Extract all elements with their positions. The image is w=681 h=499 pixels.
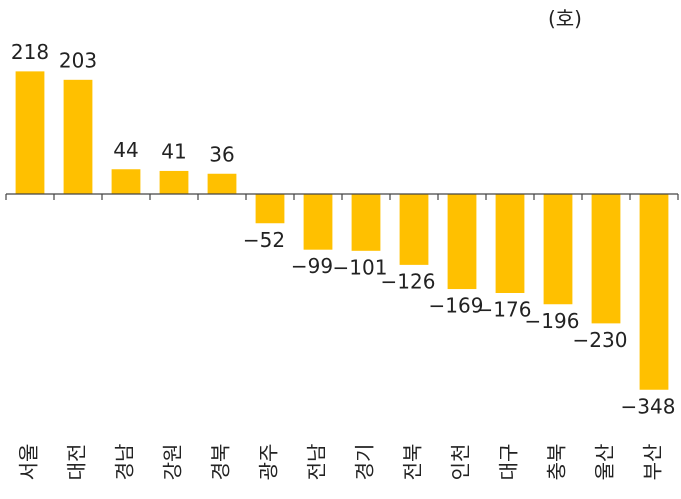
value-label: −126 bbox=[381, 269, 436, 293]
x-tick-label: 경남 bbox=[113, 444, 137, 481]
bar bbox=[159, 170, 189, 194]
bar bbox=[543, 194, 573, 305]
x-tick-label: 강원 bbox=[161, 444, 185, 481]
value-label: −169 bbox=[429, 294, 484, 318]
bar bbox=[15, 71, 45, 194]
bar bbox=[63, 79, 93, 194]
x-tick-label: 부산 bbox=[641, 444, 665, 481]
value-label: −348 bbox=[621, 394, 676, 418]
value-label: 36 bbox=[209, 142, 234, 166]
bar bbox=[399, 194, 429, 265]
value-label: 203 bbox=[59, 48, 97, 72]
x-tick-label: 광주 bbox=[257, 444, 281, 481]
value-label: 218 bbox=[11, 40, 49, 64]
bar bbox=[639, 194, 669, 390]
bar bbox=[351, 194, 381, 251]
value-label: 44 bbox=[113, 138, 138, 162]
value-label: −52 bbox=[243, 228, 285, 252]
value-label: −196 bbox=[525, 309, 580, 333]
bar bbox=[255, 194, 285, 224]
x-tick-label: 경북 bbox=[209, 444, 233, 481]
bar bbox=[591, 194, 621, 324]
unit-label: (호) bbox=[548, 7, 582, 31]
x-tick-label: 대구 bbox=[497, 444, 521, 481]
x-tick-label: 전남 bbox=[305, 444, 329, 481]
bar bbox=[111, 169, 141, 194]
x-tick-label: 대전 bbox=[65, 444, 89, 481]
bar bbox=[303, 194, 333, 250]
x-tick-label: 울산 bbox=[593, 444, 617, 481]
bar bbox=[447, 194, 477, 290]
x-tick-label: 인천 bbox=[449, 444, 473, 481]
bar bbox=[207, 173, 237, 194]
x-tick-label: 경기 bbox=[353, 444, 377, 481]
value-label: −101 bbox=[333, 255, 388, 279]
value-label: −99 bbox=[291, 254, 333, 278]
x-tick-label: 서울 bbox=[17, 444, 41, 481]
value-label: 41 bbox=[161, 139, 186, 163]
value-label: −176 bbox=[477, 298, 532, 322]
x-tick-label: 충북 bbox=[545, 444, 569, 481]
value-label: −230 bbox=[573, 328, 628, 352]
bar bbox=[495, 194, 525, 293]
x-tick-label: 전북 bbox=[401, 444, 425, 481]
